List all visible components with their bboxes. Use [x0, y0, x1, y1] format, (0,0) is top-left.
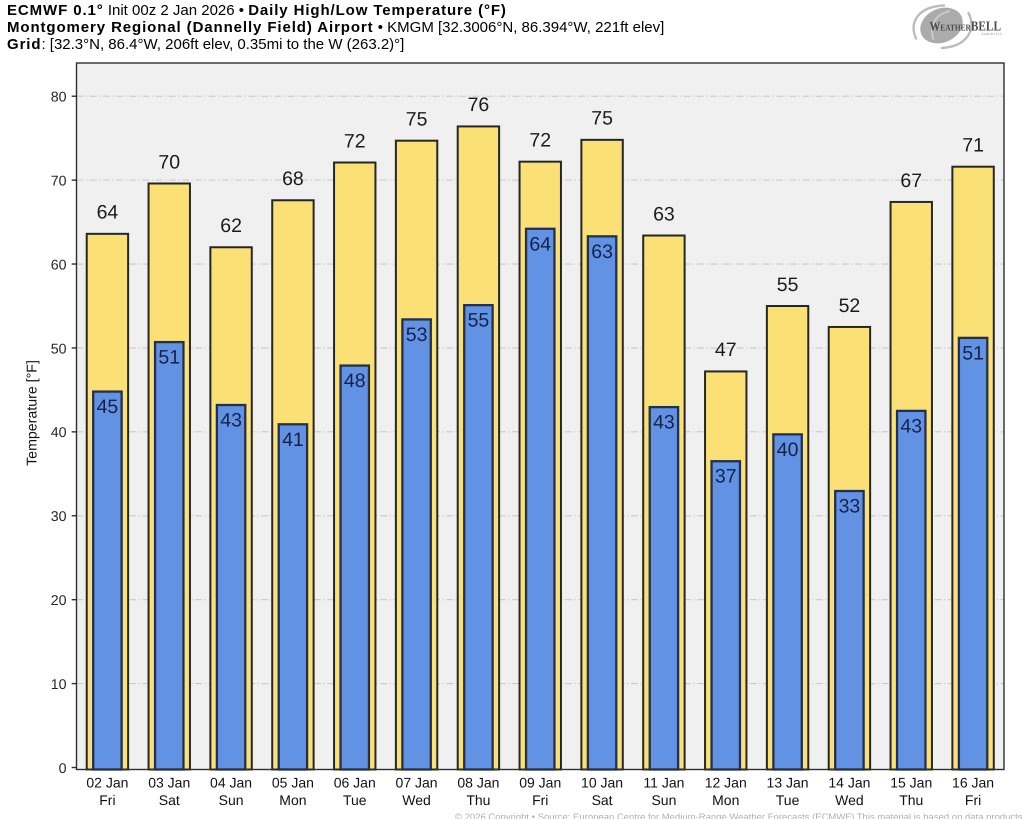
svg-text:47: 47 [715, 339, 737, 361]
svg-text:72: 72 [344, 130, 366, 152]
svg-text:16 Jan: 16 Jan [952, 775, 994, 791]
svg-text:67: 67 [900, 170, 922, 192]
svg-text:40: 40 [51, 425, 67, 441]
svg-text:13 Jan: 13 Jan [767, 775, 809, 791]
svg-text:80: 80 [51, 90, 67, 106]
svg-text:05 Jan: 05 Jan [272, 775, 314, 791]
svg-text:Sat: Sat [159, 792, 180, 808]
svg-text:Thu: Thu [466, 792, 490, 808]
svg-text:48: 48 [344, 370, 366, 392]
svg-text:43: 43 [220, 410, 242, 432]
svg-text:64: 64 [97, 202, 119, 224]
svg-text:Fri: Fri [532, 792, 548, 808]
svg-text:WEATHERBELL: WEATHERBELL [930, 19, 1002, 34]
svg-text:40: 40 [777, 439, 799, 461]
svg-text:43: 43 [900, 415, 922, 437]
svg-text:Sat: Sat [592, 792, 613, 808]
svg-text:76: 76 [468, 94, 490, 116]
svg-text:06 Jan: 06 Jan [334, 775, 376, 791]
svg-text:Tue: Tue [776, 792, 800, 808]
svg-text:0: 0 [59, 761, 67, 777]
svg-text:63: 63 [653, 203, 675, 225]
svg-text:33: 33 [839, 496, 861, 518]
svg-text:20: 20 [51, 593, 67, 609]
svg-text:Tue: Tue [343, 792, 367, 808]
svg-text:Mon: Mon [712, 792, 739, 808]
svg-text:Fri: Fri [965, 792, 981, 808]
svg-text:11 Jan: 11 Jan [643, 775, 684, 791]
svg-text:72: 72 [529, 129, 551, 151]
svg-text:14 Jan: 14 Jan [828, 775, 870, 791]
svg-text:10 Jan: 10 Jan [581, 775, 623, 791]
svg-text:04 Jan: 04 Jan [210, 775, 252, 791]
svg-text:62: 62 [220, 215, 242, 237]
svg-text:07 Jan: 07 Jan [396, 775, 438, 791]
svg-text:70: 70 [158, 151, 180, 173]
svg-text:43: 43 [653, 412, 675, 434]
svg-text:Sun: Sun [651, 792, 676, 808]
svg-text:63: 63 [591, 241, 613, 263]
svg-text:09 Jan: 09 Jan [519, 775, 561, 791]
svg-text:55: 55 [777, 274, 799, 296]
svg-text:64: 64 [529, 233, 551, 255]
svg-text:08 Jan: 08 Jan [457, 775, 499, 791]
svg-text:60: 60 [51, 257, 67, 273]
svg-text:Wed: Wed [402, 792, 431, 808]
svg-text:Temperature [°F]: Temperature [°F] [25, 360, 41, 466]
svg-text:45: 45 [97, 396, 119, 418]
svg-text:Wed: Wed [835, 792, 864, 808]
svg-text:37: 37 [715, 466, 737, 488]
svg-text:15 Jan: 15 Jan [890, 775, 932, 791]
svg-text:51: 51 [962, 342, 984, 364]
svg-text:50: 50 [51, 341, 67, 357]
svg-text:Mon: Mon [279, 792, 306, 808]
svg-text:55: 55 [468, 310, 490, 332]
svg-text:68: 68 [282, 168, 304, 190]
svg-text:Sun: Sun [219, 792, 244, 808]
svg-text:12 Jan: 12 Jan [705, 775, 747, 791]
svg-text:53: 53 [406, 324, 428, 346]
svg-text:41: 41 [282, 429, 304, 451]
svg-text:Fri: Fri [99, 792, 115, 808]
svg-text:10: 10 [51, 677, 67, 693]
svg-text:70: 70 [51, 173, 67, 189]
svg-text:51: 51 [158, 347, 180, 369]
svg-text:75: 75 [406, 108, 428, 130]
svg-text:30: 30 [51, 509, 67, 525]
svg-text:Thu: Thu [899, 792, 923, 808]
svg-text:52: 52 [839, 295, 861, 317]
svg-text:02 Jan: 02 Jan [86, 775, 128, 791]
svg-text:Analytics LLC: Analytics LLC [981, 32, 1003, 36]
svg-text:03 Jan: 03 Jan [148, 775, 190, 791]
svg-text:71: 71 [962, 135, 984, 157]
svg-text:75: 75 [591, 108, 613, 130]
